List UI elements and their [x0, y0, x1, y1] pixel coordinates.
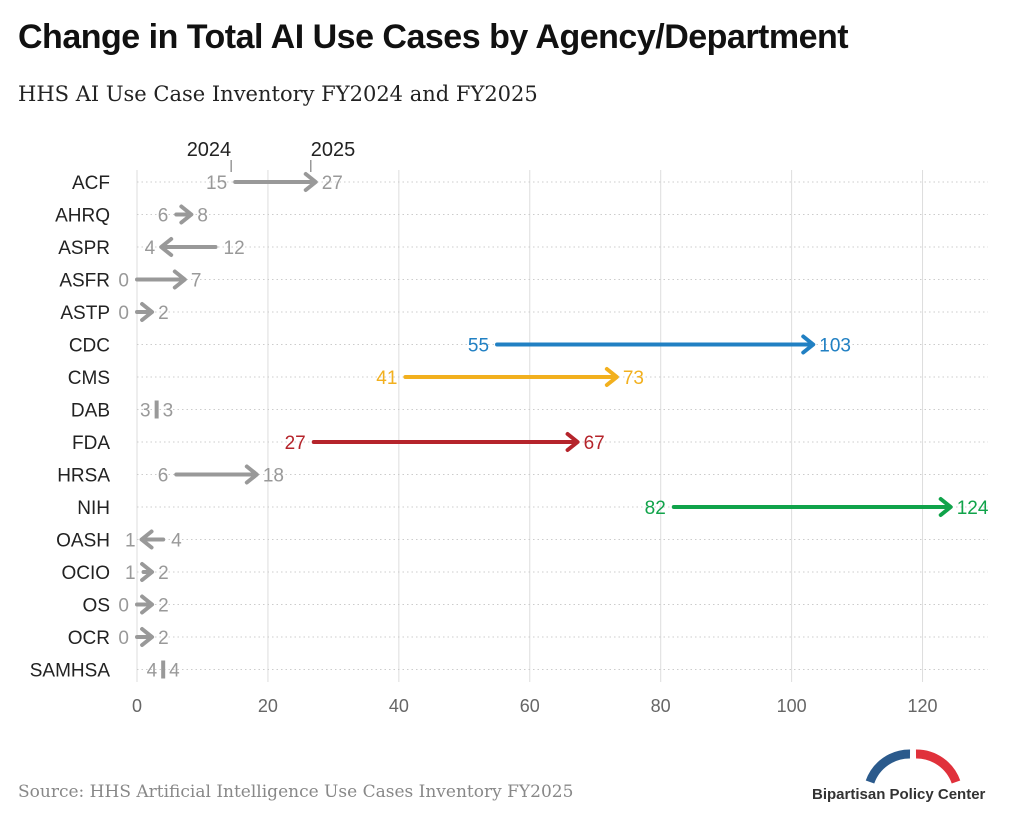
arrow-head [140, 594, 155, 615]
data-label-2025: 103 [819, 336, 851, 357]
arrow-head [139, 529, 154, 550]
arrow-head [565, 432, 580, 452]
category-label: ASPR [58, 238, 110, 259]
x-tick-label: 60 [520, 696, 540, 716]
x-tick-label: 120 [908, 696, 938, 716]
data-label-2024: 0 [118, 303, 129, 324]
arrow-head [303, 172, 318, 192]
arrow-head [179, 204, 194, 225]
category-label: FDA [72, 433, 110, 454]
category-label: CDC [69, 336, 110, 357]
data-label-2025: 2 [158, 303, 169, 324]
legend-label-end: 2025 [311, 139, 356, 161]
data-label-2024: 55 [468, 336, 489, 357]
category-label: ASTP [60, 303, 110, 324]
category-label: CMS [68, 368, 110, 389]
arrow-head [159, 237, 174, 257]
data-label-2024: 12 [224, 238, 245, 259]
category-label: SAMHSA [30, 661, 111, 682]
arrow-head [801, 334, 816, 355]
data-label-2024: 0 [118, 596, 129, 617]
data-label-2024: 0 [118, 628, 129, 649]
data-label-2024: 1 [125, 563, 136, 584]
data-label-2025: 4 [145, 238, 156, 259]
x-tick-label: 40 [389, 696, 409, 716]
data-label-2025: 8 [197, 206, 208, 227]
data-label-2024: 15 [206, 173, 227, 194]
category-label: OCR [68, 628, 110, 649]
data-label-2025: 2 [158, 596, 169, 617]
data-label-2024: 4 [171, 531, 182, 552]
category-label: ASFR [59, 271, 110, 292]
data-label-2024: 6 [158, 206, 169, 227]
source-note: Source: HHS Artificial Intelligence Use … [18, 782, 574, 802]
arrow-chart: 0 20 40 60 80 100 120 ACFAHRQASPRASFRASTPCDCCM… [30, 139, 989, 716]
x-tick-label: 100 [777, 696, 807, 716]
bpc-logo-icon [865, 749, 961, 784]
x-axis: 0 20 40 60 80 100 120 [132, 696, 938, 716]
chart-subtitle: HHS AI Use Case Inventory FY2024 and FY2… [18, 82, 538, 106]
x-tick-label: 20 [258, 696, 278, 716]
brand-name: Bipartisan Policy Center [812, 786, 986, 803]
gridlines [136, 170, 988, 682]
data-label-2025: 2 [158, 628, 169, 649]
data-label-2025: 27 [322, 173, 343, 194]
data-label-2025: 4 [169, 661, 180, 682]
category-label: NIH [77, 498, 110, 519]
data-label-2025: 2 [158, 563, 169, 584]
legend: 2024 2025 [187, 139, 356, 172]
data-label-2025: 3 [163, 401, 174, 422]
data-label-2025: 7 [191, 271, 202, 292]
category-label: OCIO [61, 563, 110, 584]
category-label: OASH [56, 531, 110, 552]
data-label-2024: 6 [158, 466, 169, 487]
data-label-2025: 18 [263, 466, 284, 487]
legend-label-start: 2024 [187, 139, 232, 161]
y-axis: ACF AHRQ ASPR ASFR ASTP CDC CMS DAB FDA HRSA NIH OA… [30, 173, 111, 682]
arrow-head [140, 562, 155, 582]
data-label-2025: 67 [584, 433, 605, 454]
arrow-head [244, 464, 259, 485]
data-label-2025: 1 [125, 531, 136, 552]
arrow-head [938, 497, 953, 517]
x-tick-label: 0 [132, 696, 142, 716]
x-tick-label: 80 [651, 696, 671, 716]
category-label: HRSA [57, 466, 110, 487]
category-label: DAB [71, 401, 110, 422]
data-label-2024: 27 [285, 433, 306, 454]
data-label-2024: 0 [118, 271, 129, 292]
arrow-head [140, 302, 155, 322]
data-label-2024: 4 [147, 661, 158, 682]
chart-title: Change in Total AI Use Cases by Agency/D… [18, 18, 849, 56]
category-label: OS [83, 596, 110, 617]
data-label-2024: 41 [376, 368, 397, 389]
brand-logo: Bipartisan Policy Center [812, 748, 1012, 808]
category-label: ACF [72, 173, 110, 194]
data-label-2024: 82 [645, 498, 666, 519]
arrow-head [140, 627, 155, 647]
data-label-2025: 73 [623, 368, 644, 389]
data-label-2025: 124 [957, 498, 989, 519]
arrow-head [172, 269, 187, 290]
category-label: AHRQ [55, 206, 110, 227]
arrow-head [604, 367, 619, 387]
data-label-2024: 3 [140, 401, 151, 422]
